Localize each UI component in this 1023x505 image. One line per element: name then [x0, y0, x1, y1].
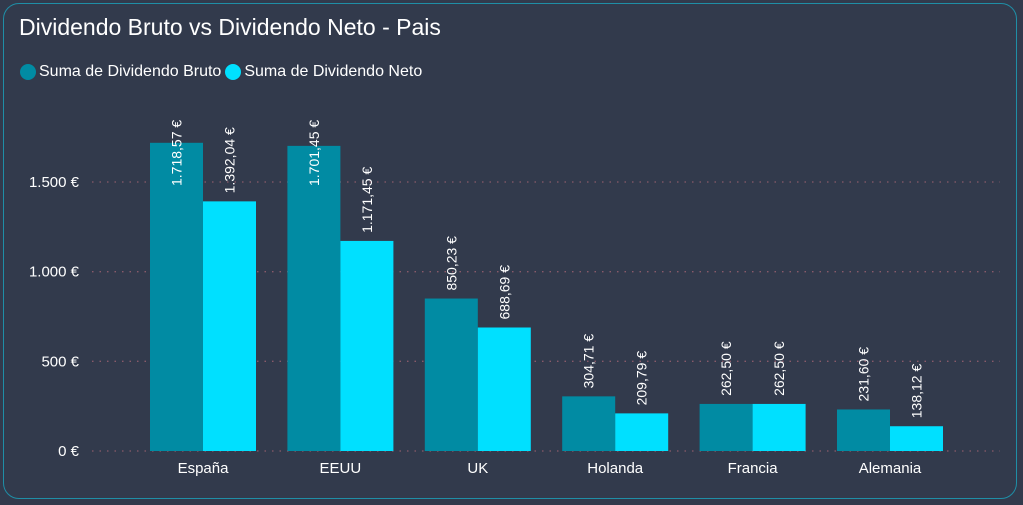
bar-neto: [477, 327, 531, 451]
bar-bruto: [287, 145, 341, 452]
legend: Suma de Dividendo Bruto Suma de Dividend…: [20, 63, 426, 81]
bar-neto: [752, 403, 806, 451]
data-label: 262,50 €: [718, 341, 734, 396]
x-tick-label: Francia: [728, 460, 779, 477]
data-label: 209,79 €: [634, 351, 650, 406]
y-tick-label: 0 €: [58, 443, 80, 460]
x-tick-label: Alemania: [859, 460, 922, 477]
data-label: 850,23 €: [443, 236, 459, 291]
bar-neto: [890, 426, 943, 451]
x-tick-label: UK: [467, 460, 488, 477]
chart-title: Dividendo Bruto vs Dividendo Neto - Pais: [19, 14, 441, 40]
x-tick-label: Holanda: [587, 460, 644, 477]
bar-neto: [340, 240, 394, 451]
data-label: 1.171,45 €: [359, 167, 375, 233]
chart-frame: [3, 3, 1017, 499]
data-label: 1.701,45 €: [306, 120, 322, 186]
legend-dot-icon: [225, 64, 242, 80]
y-tick-label: 500 €: [41, 353, 79, 370]
legend-label: Suma de Dividendo Neto: [244, 63, 423, 80]
data-label: 1.392,04 €: [222, 127, 238, 193]
legend-item-bruto[interactable]: Suma de Dividendo Bruto: [20, 63, 221, 81]
legend-label: Suma de Dividendo Bruto: [39, 63, 222, 80]
bar-neto: [615, 413, 669, 451]
data-label: 262,50 €: [771, 341, 787, 396]
x-tick-label: EEUU: [320, 460, 362, 477]
data-label: 1.718,57 €: [169, 120, 185, 186]
y-tick-label: 1.500 €: [29, 174, 80, 191]
bar-bruto: [837, 409, 890, 451]
bar-bruto: [424, 298, 478, 451]
bar-bruto: [562, 396, 616, 451]
data-label: 138,12 €: [909, 364, 925, 419]
data-label: 231,60 €: [856, 347, 872, 402]
bar-neto: [203, 201, 256, 451]
x-tick-label: España: [178, 460, 230, 477]
bar-bruto: [699, 403, 753, 451]
data-label: 304,71 €: [581, 334, 597, 389]
legend-item-neto[interactable]: Suma de Dividendo Neto: [225, 63, 422, 81]
data-label: 688,69 €: [496, 265, 512, 320]
bar-bruto: [150, 142, 203, 452]
y-tick-label: 1.000 €: [29, 264, 80, 281]
legend-dot-icon: [20, 64, 36, 80]
